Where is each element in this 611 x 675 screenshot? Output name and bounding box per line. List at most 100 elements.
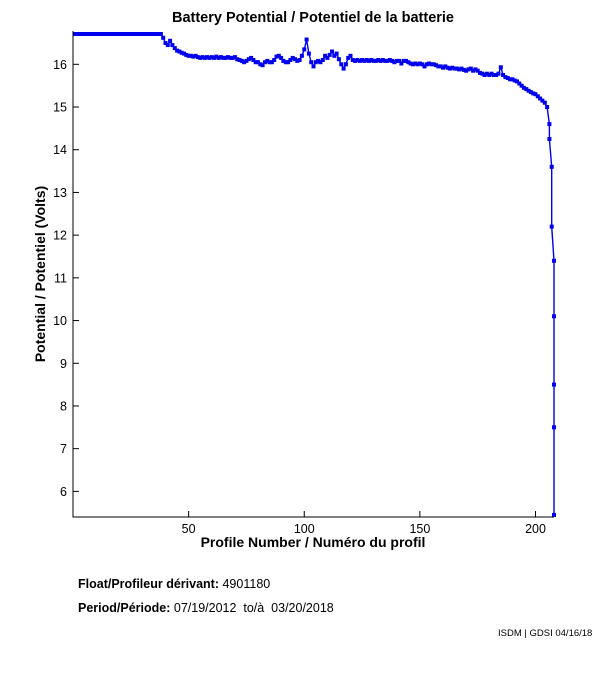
data-marker	[274, 54, 279, 59]
data-marker	[480, 71, 485, 76]
data-marker	[84, 32, 89, 36]
data-marker	[98, 32, 103, 36]
data-line	[75, 33, 555, 515]
data-marker	[101, 32, 106, 36]
data-marker	[114, 32, 119, 36]
data-marker	[302, 47, 307, 52]
data-marker	[299, 53, 304, 58]
data-marker	[515, 79, 519, 84]
data-marker	[348, 53, 353, 58]
data-marker	[394, 58, 399, 63]
data-marker	[177, 49, 182, 54]
data-marker	[494, 73, 499, 77]
data-marker	[540, 98, 545, 103]
data-marker	[168, 38, 173, 43]
data-marker	[117, 32, 122, 36]
data-marker	[304, 37, 309, 42]
data-marker	[417, 61, 422, 66]
data-marker	[184, 52, 189, 57]
data-marker	[323, 53, 328, 58]
data-marker	[454, 66, 459, 71]
axes-lines	[72, 31, 554, 518]
data-marker	[309, 60, 314, 65]
data-marker	[489, 71, 494, 76]
plot-layer: 50 100 150 200 6 7 8 9 10 11 12 13 14 15 16	[53, 31, 556, 536]
data-marker	[223, 55, 228, 60]
data-marker	[158, 32, 163, 36]
data-marker	[126, 32, 131, 36]
data-marker	[200, 55, 205, 60]
data-marker	[517, 81, 522, 86]
data-marker	[519, 83, 524, 88]
period-value: 07/19/2012 to/à 03/20/2018	[173, 601, 334, 615]
y-tick-label: 11	[54, 271, 67, 285]
data-marker	[77, 32, 82, 36]
data-marker	[138, 32, 143, 36]
x-tick-label: 150	[409, 522, 430, 536]
data-marker	[73, 32, 78, 36]
data-marker	[376, 58, 381, 62]
data-marker	[105, 32, 110, 36]
battery-potential-chart: Battery Potential / Potentiel de la batt…	[32, 10, 556, 550]
data-marker	[87, 32, 92, 36]
period-label: Period/Période:	[78, 601, 171, 615]
data-marker	[473, 67, 478, 72]
data-marker	[343, 62, 348, 67]
data-marker	[103, 32, 108, 36]
data-marker	[147, 32, 152, 36]
data-marker	[216, 55, 221, 60]
agency-credit: ISDM | GDSI 04/16/18	[498, 628, 593, 639]
data-marker	[332, 53, 337, 58]
period-line: Period/Période: 07/19/2012 to/à 03/20/20…	[78, 601, 334, 615]
y-tick-label: 10	[53, 314, 67, 328]
data-marker	[510, 77, 515, 82]
x-axis-label: Profile Number / Numéro du profil	[201, 534, 426, 550]
data-marker	[475, 68, 480, 73]
x-tick-label: 200	[525, 522, 546, 536]
data-marker	[334, 51, 339, 56]
data-marker	[508, 77, 513, 82]
data-marker	[253, 60, 258, 65]
data-marker	[256, 60, 260, 65]
data-marker	[487, 73, 492, 77]
y-tick-label: 6	[60, 485, 67, 499]
data-marker	[82, 32, 87, 36]
data-marker	[390, 58, 395, 63]
x-tick-label: 100	[294, 522, 315, 536]
data-marker	[422, 64, 427, 69]
data-marker	[355, 58, 360, 62]
data-marker	[360, 58, 365, 62]
data-marker	[549, 224, 554, 229]
data-marker	[461, 67, 466, 72]
data-marker	[478, 70, 482, 75]
data-marker	[427, 61, 432, 66]
data-marker	[415, 62, 420, 67]
data-marker	[552, 382, 556, 387]
data-marker	[552, 314, 556, 319]
data-marker	[80, 32, 85, 36]
data-marker	[404, 58, 408, 63]
data-marker	[535, 94, 540, 99]
data-marker	[269, 60, 274, 65]
data-marker	[202, 55, 207, 60]
data-marker	[249, 55, 254, 60]
data-marker	[182, 51, 186, 56]
data-marker	[457, 67, 462, 72]
data-marker	[531, 91, 536, 96]
data-marker	[464, 68, 469, 73]
data-marker	[246, 57, 251, 62]
data-marker	[383, 58, 388, 63]
data-marker	[378, 58, 383, 63]
data-marker	[131, 32, 136, 36]
data-marker	[327, 52, 332, 57]
data-marker	[336, 57, 341, 62]
float-id-label: Float/Profileur dérivant:	[78, 577, 219, 591]
data-marker	[219, 55, 223, 60]
data-marker	[91, 32, 96, 36]
data-marker	[283, 60, 288, 65]
data-marker	[526, 88, 531, 93]
data-marker	[325, 55, 330, 60]
data-marker	[235, 57, 240, 62]
data-marker	[547, 137, 552, 141]
